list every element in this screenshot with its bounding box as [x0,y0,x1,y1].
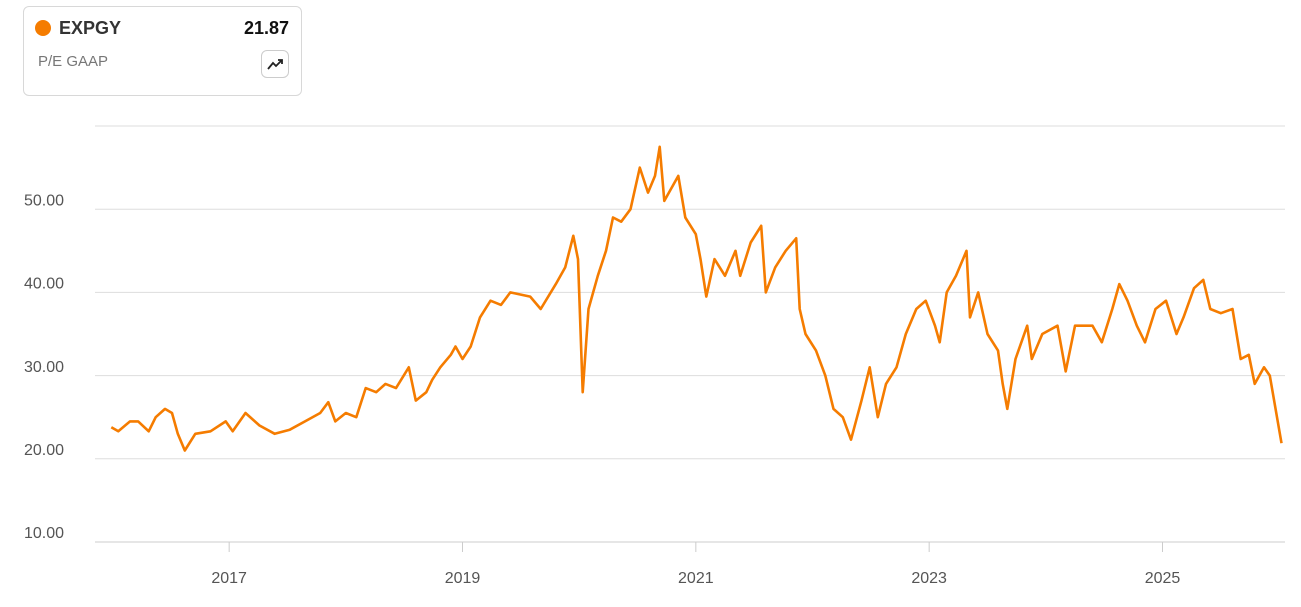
legend-value: 21.87 [243,18,289,38]
chart-type-button[interactable] [261,50,289,78]
y-tick-label: 30.00 [24,359,64,376]
x-tick-label: 2025 [1145,570,1181,587]
legend-card: EXPGY 21.87 P/E GAAP [23,6,302,96]
y-tick-label: 10.00 [24,525,64,542]
series-line [110,145,1283,452]
x-tick-label: 2017 [211,570,247,587]
trend-icon [267,59,283,70]
x-tick-label: 2021 [678,570,714,587]
y-tick-label: 20.00 [24,442,64,459]
x-tick-label: 2023 [911,570,947,587]
legend-name: EXPGY [59,18,122,38]
x-tick-label: 2019 [445,570,481,587]
y-tick-label: 40.00 [24,276,64,293]
y-tick-label: 50.00 [24,192,64,209]
legend-swatch [35,20,51,36]
legend-metric: P/E GAAP [38,53,109,70]
